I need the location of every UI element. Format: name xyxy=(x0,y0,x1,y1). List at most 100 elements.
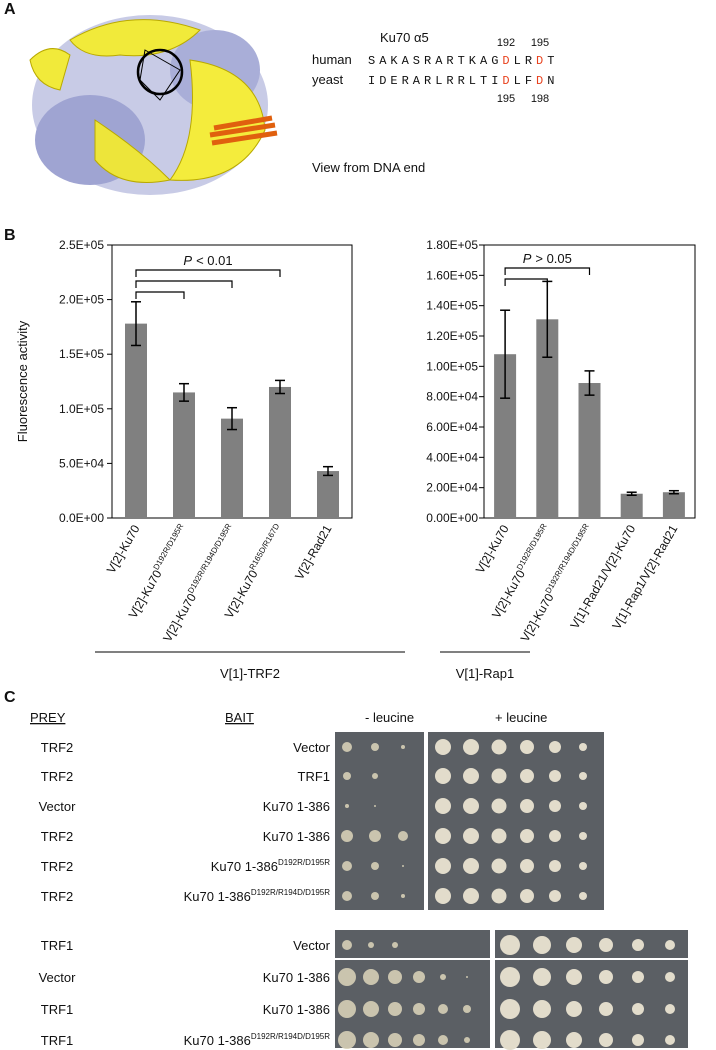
colony xyxy=(491,798,507,814)
colony xyxy=(401,894,405,898)
y-tick-label: 1.60E+05 xyxy=(426,268,478,282)
bait-name: Ku70 1-386 xyxy=(263,799,330,814)
colony xyxy=(466,976,468,978)
colony xyxy=(438,1035,448,1045)
group-label: V[1]-Rap1 xyxy=(456,666,515,681)
sequence: IDERARLRRLTIDLFDN xyxy=(368,74,558,88)
y-tick-label: 8.00E+04 xyxy=(426,390,478,404)
bar xyxy=(221,418,243,518)
y-tick-label: 0.0E+00 xyxy=(59,511,104,525)
colony xyxy=(579,832,587,840)
colony xyxy=(566,1032,582,1048)
colony xyxy=(463,828,479,844)
colony xyxy=(500,1030,520,1050)
helix-title: Ku70 α5 xyxy=(380,30,429,45)
colony xyxy=(533,1031,551,1049)
bait-label: Vector xyxy=(293,740,331,755)
colony xyxy=(549,800,561,812)
colony xyxy=(338,1000,356,1018)
group-label: V[1]-TRF2 xyxy=(220,666,280,681)
bait-name: Ku70 1-386 xyxy=(211,859,278,874)
colony xyxy=(520,829,534,843)
bait-label: Ku70 1-386 xyxy=(263,799,330,814)
colony xyxy=(392,942,398,948)
category-superscript: D192R/R194D/D195R xyxy=(544,522,591,595)
bar xyxy=(578,383,601,518)
residue: N xyxy=(547,74,558,88)
colony xyxy=(440,974,446,980)
y-tick-label: 4.00E+04 xyxy=(426,450,478,464)
category-name: V[2]-Ku70 xyxy=(473,522,512,575)
p-text: < 0.01 xyxy=(196,253,233,268)
category-name: V[2]-Ku70 xyxy=(126,567,165,620)
colony xyxy=(665,940,675,950)
significance-bracket xyxy=(504,267,591,275)
colony xyxy=(463,798,479,814)
bait-name: Vector xyxy=(293,938,331,953)
significance-bracket xyxy=(135,291,185,299)
y-tick-label: 1.0E+05 xyxy=(59,402,104,416)
colony xyxy=(388,970,402,984)
prey-label: TRF1 xyxy=(41,1002,74,1017)
bait-label: Ku70 1-386 xyxy=(263,970,330,985)
colony xyxy=(520,799,534,813)
colony xyxy=(665,1004,675,1014)
colony xyxy=(533,968,551,986)
bar xyxy=(317,471,339,518)
p-text: > 0.05 xyxy=(535,251,572,266)
colony xyxy=(566,937,582,953)
column-header: + leucine xyxy=(495,710,547,725)
colony xyxy=(413,1003,425,1015)
x-tick-label: V[2]-Ku70 xyxy=(104,522,143,575)
prey-label: TRF1 xyxy=(41,1033,74,1048)
error-bar xyxy=(668,489,679,495)
colony xyxy=(520,769,534,783)
colony xyxy=(632,939,644,951)
colony xyxy=(500,999,520,1019)
bait-label: Ku70 1-386 xyxy=(263,1002,330,1017)
bait-label: Ku70 1-386D192R/R194D/D195R xyxy=(184,1032,331,1048)
colony xyxy=(520,740,534,754)
colony xyxy=(342,891,352,901)
colony xyxy=(599,1033,613,1047)
bar xyxy=(494,354,517,518)
colony xyxy=(435,888,451,904)
error-bar xyxy=(275,379,285,395)
error-bar xyxy=(500,309,511,399)
colony xyxy=(371,892,379,900)
y-tick-label: 2.5E+05 xyxy=(59,238,104,252)
bait-name: Ku70 1-386 xyxy=(263,1002,330,1017)
y-tick-label: 2.00E+04 xyxy=(426,481,478,495)
colony xyxy=(402,865,404,867)
error-bar xyxy=(227,406,237,431)
y-tick-label: 1.5E+05 xyxy=(59,347,104,361)
bait-label: Vector xyxy=(293,938,331,953)
colony xyxy=(665,1035,675,1045)
colony xyxy=(363,969,379,985)
colony xyxy=(599,938,613,952)
colony xyxy=(520,889,534,903)
x-tick-label: V[2]-Ku70R165D/R167D xyxy=(221,522,287,621)
colony xyxy=(371,862,379,870)
error-bar xyxy=(131,301,141,347)
colony xyxy=(500,967,520,987)
colony xyxy=(363,1001,379,1017)
bait-superscript: D192R/R194D/D195R xyxy=(251,888,330,897)
sequence: SAKASRARTKAGDLRDT xyxy=(368,54,558,68)
colony xyxy=(435,828,451,844)
y-tick-label: 6.00E+04 xyxy=(426,420,478,434)
colony xyxy=(579,743,587,751)
colony xyxy=(491,858,507,874)
error-bar xyxy=(584,370,595,396)
y-tick-label: 1.00E+05 xyxy=(426,359,478,373)
colony xyxy=(579,772,587,780)
prey-label: TRF2 xyxy=(41,829,74,844)
p-value: P < 0.01 xyxy=(183,253,232,268)
residue: D xyxy=(502,74,513,88)
significance-bracket xyxy=(135,269,281,277)
residue: LR xyxy=(514,54,536,68)
bait-name: Vector xyxy=(293,740,331,755)
colony xyxy=(413,1034,425,1046)
residue-number: 195 xyxy=(531,37,549,49)
